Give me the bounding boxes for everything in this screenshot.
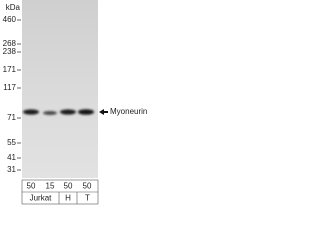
marker-label: 41	[7, 153, 16, 162]
marker-label: 71	[7, 113, 16, 122]
marker-label: 238	[3, 47, 17, 56]
marker-label: 171	[3, 65, 17, 74]
lane-load: 50	[27, 182, 36, 191]
lane-load: 50	[83, 182, 92, 191]
cell-line: T	[85, 194, 90, 203]
band	[43, 111, 57, 115]
cell-line: H	[65, 194, 71, 203]
band	[60, 109, 76, 115]
target-label: Myoneurin	[110, 107, 147, 116]
lane-load: 50	[64, 182, 73, 191]
blot-membrane	[22, 0, 98, 178]
marker-label: 460	[3, 15, 17, 24]
lane-load: 15	[46, 182, 55, 191]
band	[78, 109, 94, 115]
cell-line: Jurkat	[30, 194, 53, 203]
arrow	[99, 109, 108, 115]
marker-label: 31	[7, 165, 16, 174]
unit-label: kDa	[6, 3, 21, 12]
marker-label: 268	[3, 39, 17, 48]
band	[23, 109, 39, 115]
marker-label: 55	[7, 138, 16, 147]
marker-label: 117	[3, 83, 16, 92]
